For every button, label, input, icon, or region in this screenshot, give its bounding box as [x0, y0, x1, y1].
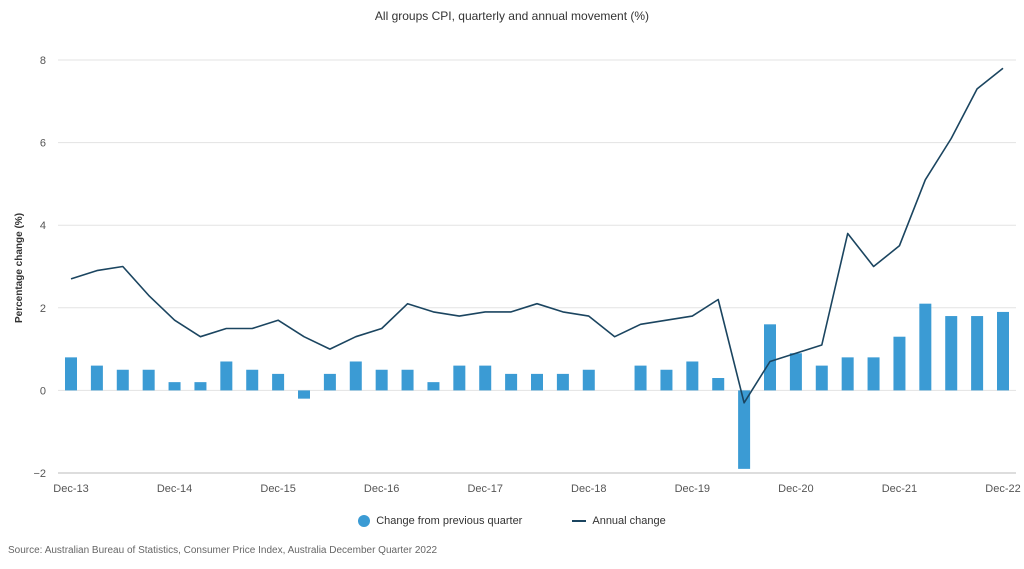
y-tick-label: −2: [33, 468, 46, 480]
x-tick-label: Dec-13: [53, 483, 88, 495]
x-tick-label: Dec-18: [571, 483, 606, 495]
bar: [789, 353, 802, 391]
bar: [815, 365, 828, 391]
annual-change-line: [70, 67, 1004, 404]
bar: [634, 365, 647, 391]
bar: [505, 373, 518, 391]
x-tick-label: Dec-17: [467, 483, 502, 495]
bar: [867, 357, 880, 391]
bar: [401, 369, 414, 391]
bar: [945, 316, 958, 391]
bar: [194, 382, 207, 391]
bar: [479, 365, 492, 391]
line-series: [70, 67, 1004, 404]
legend-line-icon: [572, 520, 587, 522]
x-tick-label: Dec-16: [364, 483, 399, 495]
bar: [841, 357, 854, 391]
bar: [582, 369, 595, 391]
bar: [375, 369, 388, 391]
x-tick-label: Dec-22: [985, 483, 1020, 495]
chart-title: All groups CPI, quarterly and annual mov…: [374, 9, 650, 23]
bar: [349, 361, 362, 391]
legend-label-annual: Annual change: [592, 515, 666, 527]
bar: [65, 357, 77, 391]
bar: [712, 378, 725, 391]
bar: [298, 390, 310, 399]
bar: [453, 365, 466, 391]
source-note: Source: Australian Bureau of Statistics,…: [8, 545, 438, 556]
bar-series: [65, 303, 1009, 469]
axes: −2 0 2 4 6 8 Dec-13 Dec-14 Dec-15 Dec-16 Dec-17 Dec…: [33, 55, 1020, 495]
legend: Change from previous quarter Annual chan…: [0, 515, 1024, 527]
legend-label-quarterly: Change from previous quarter: [376, 515, 523, 527]
bar: [531, 373, 543, 391]
y-tick-label: 8: [40, 55, 46, 67]
bar: [660, 369, 673, 391]
legend-item-annual[interactable]: Annual change: [572, 515, 666, 527]
y-tick-label: 0: [40, 385, 46, 397]
bar: [427, 382, 440, 391]
x-tick-label: Dec-19: [675, 483, 710, 495]
legend-item-quarterly[interactable]: Change from previous quarter: [358, 515, 522, 527]
y-tick-label: 2: [40, 303, 46, 315]
bar: [893, 336, 906, 391]
grid-lines: [58, 59, 1016, 474]
bar: [272, 373, 285, 391]
bar: [919, 303, 932, 391]
y-tick-label: 4: [40, 220, 46, 232]
bar: [116, 369, 129, 391]
x-tick-label: Dec-20: [778, 483, 813, 495]
bar: [142, 369, 155, 391]
bar: [168, 382, 181, 391]
x-tick-label: Dec-14: [157, 483, 192, 495]
x-tick-label: Dec-21: [882, 483, 917, 495]
bar: [90, 365, 103, 391]
bar: [971, 316, 984, 391]
legend-dot-icon: [358, 515, 371, 527]
bar: [220, 361, 233, 391]
bar: [556, 373, 569, 391]
bar: [246, 369, 259, 391]
bar: [686, 361, 699, 391]
bar: [323, 373, 336, 391]
bar: [738, 390, 751, 469]
bar: [997, 311, 1009, 391]
x-tick-label: Dec-15: [260, 483, 295, 495]
y-axis-title: Percentage change (%): [14, 213, 25, 323]
y-tick-label: 6: [40, 138, 46, 150]
bar: [764, 324, 776, 391]
